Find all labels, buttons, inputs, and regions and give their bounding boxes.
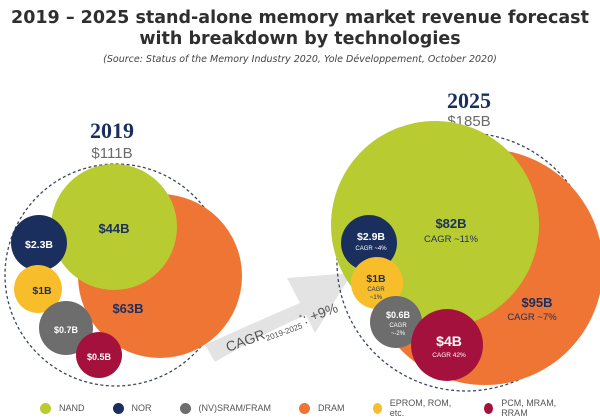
legend-item-eprom: EPROM, ROM, etc. (372, 398, 456, 418)
legend-swatch-pcm (483, 402, 494, 414)
legend: NAND NOR (NV)SRAM/FRAM DRAM EPROM, ROM, … (40, 398, 600, 418)
bubble-2025-pcm (411, 309, 483, 381)
cagr-2025-nand: CAGR ~11% (424, 234, 478, 245)
value-2025-sram: $0.6B (386, 310, 411, 320)
legend-item-nor: NOR (112, 398, 152, 418)
value-2019-dram: $63B (112, 301, 143, 316)
legend-item-sram: (NV)SRAM/FRAM (179, 398, 272, 418)
cagr-2025-eprom-l2: ~1% (370, 295, 383, 301)
bubble-2019-nand (51, 164, 177, 290)
legend-item-nand: NAND (40, 398, 85, 418)
chart-subtitle: (Source: Status of the Memory Industry 2… (103, 54, 497, 65)
cagr-2025-nor: CAGR ~4% (355, 246, 387, 252)
legend-swatch-nor (112, 402, 124, 414)
cagr-2025-eprom-l1: CAGR (367, 287, 385, 293)
year-2025-label: 2025 (447, 88, 491, 113)
legend-label-pcm: PCM, MRAM, RRAM (501, 398, 557, 418)
bubble-2019-nor (11, 215, 67, 271)
legend-label-nand: NAND (59, 403, 85, 413)
chart-title-line2: with breakdown by technologies (139, 29, 461, 49)
value-2019-nand: $44B (98, 221, 129, 236)
legend-label-nor: NOR (131, 403, 152, 413)
legend-label-dram: DRAM (318, 403, 345, 413)
total-2019-label: $111B (91, 145, 132, 162)
value-2019-nor: $2.3B (25, 239, 53, 251)
legend-swatch-dram (299, 402, 311, 414)
bubble-2025-sram (370, 296, 422, 348)
value-2025-nor: $2.9B (357, 231, 385, 243)
bubble-2025-nor (341, 215, 397, 271)
value-2025-eprom: $1B (366, 273, 386, 285)
legend-swatch-nand (40, 402, 51, 414)
value-2025-pcm: $4B (436, 333, 462, 349)
bubble-2019-pcm (76, 332, 122, 378)
chart-title-line1: 2019 – 2025 stand-alone memory market re… (11, 8, 589, 28)
legend-label-sram: (NV)SRAM/FRAM (198, 403, 272, 413)
legend-item-pcm: PCM, MRAM, RRAM (483, 398, 572, 418)
legend-swatch-sram (179, 402, 191, 414)
cagr-2025-sram-l1: CAGR (389, 323, 407, 329)
bubble-2019-sram (39, 301, 93, 355)
legend-item-dram: DRAM (299, 398, 345, 418)
value-2019-pcm: $0.5B (87, 352, 112, 362)
cagr-2025-sram-l2: ~-2% (391, 331, 406, 337)
value-2019-eprom: $1B (32, 285, 52, 297)
value-2019-sram: $0.7B (54, 325, 79, 335)
cagr-2025-pcm: CAGR 42% (432, 352, 466, 359)
legend-swatch-eprom (372, 402, 382, 414)
year-2019-label: 2019 (90, 118, 134, 143)
bubble-2025-eprom (351, 257, 403, 309)
value-2025-nand: $82B (435, 216, 466, 231)
value-2025-dram: $95B (521, 295, 552, 310)
cagr-arrow (205, 273, 352, 362)
cagr-2025-dram: CAGR ~7% (507, 312, 557, 323)
bubble-2019-eprom (14, 265, 62, 313)
legend-label-eprom: EPROM, ROM, etc. (389, 398, 452, 418)
arrow-label: CAGR2019-2025*: +9% (224, 299, 341, 356)
